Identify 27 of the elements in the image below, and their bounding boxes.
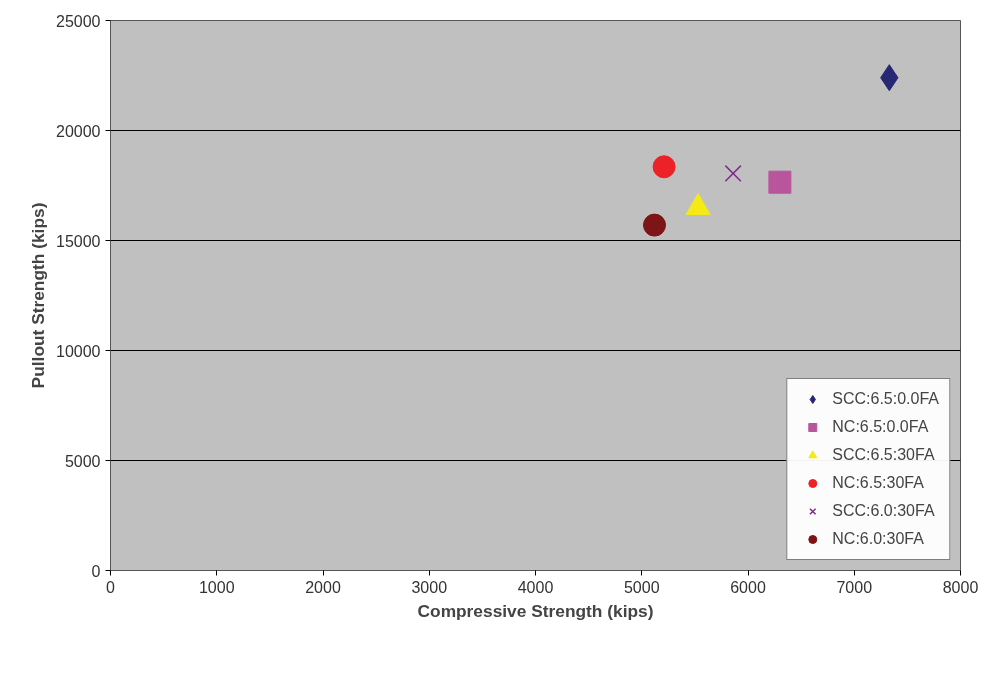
x-tick-label: 8000 [942, 578, 979, 596]
y-tick-label: 25000 [56, 12, 101, 30]
x-tick-label: 0 [106, 578, 116, 596]
x-axis-title: Compressive Strength (kips) [417, 600, 654, 621]
y-tick-label: 5000 [64, 452, 101, 470]
legend-label: SCC:6.5:0.0FA [832, 390, 939, 408]
point [768, 170, 792, 194]
legend-label: SCC:6.5:30FA [832, 446, 935, 464]
x-tick-label: 2000 [305, 578, 341, 596]
x-tick-label: 5000 [623, 578, 660, 596]
x-tick-label: 7000 [836, 578, 873, 596]
point [724, 164, 742, 182]
legend-label: NC:6.5:30FA [832, 474, 924, 492]
x-tick-label: 4000 [517, 578, 554, 596]
point [643, 213, 666, 237]
legend-label: NC:6.0:30FA [832, 530, 924, 548]
legend-label: SCC:6.0:30FA [832, 502, 935, 520]
y-tick-label: 10000 [56, 342, 101, 360]
y-axis-title: Pullout Strength (kips) [28, 202, 49, 389]
y-tick-label: 20000 [56, 122, 101, 140]
x-tick-label: 6000 [730, 578, 766, 596]
x-tick-label: 3000 [411, 578, 448, 596]
y-tick-label: 0 [91, 562, 101, 580]
legend-label: NC:6.5:0.0FA [832, 418, 929, 436]
y-tick-label: 15000 [56, 232, 101, 250]
point [652, 155, 676, 179]
x-tick-label: 1000 [198, 578, 235, 596]
